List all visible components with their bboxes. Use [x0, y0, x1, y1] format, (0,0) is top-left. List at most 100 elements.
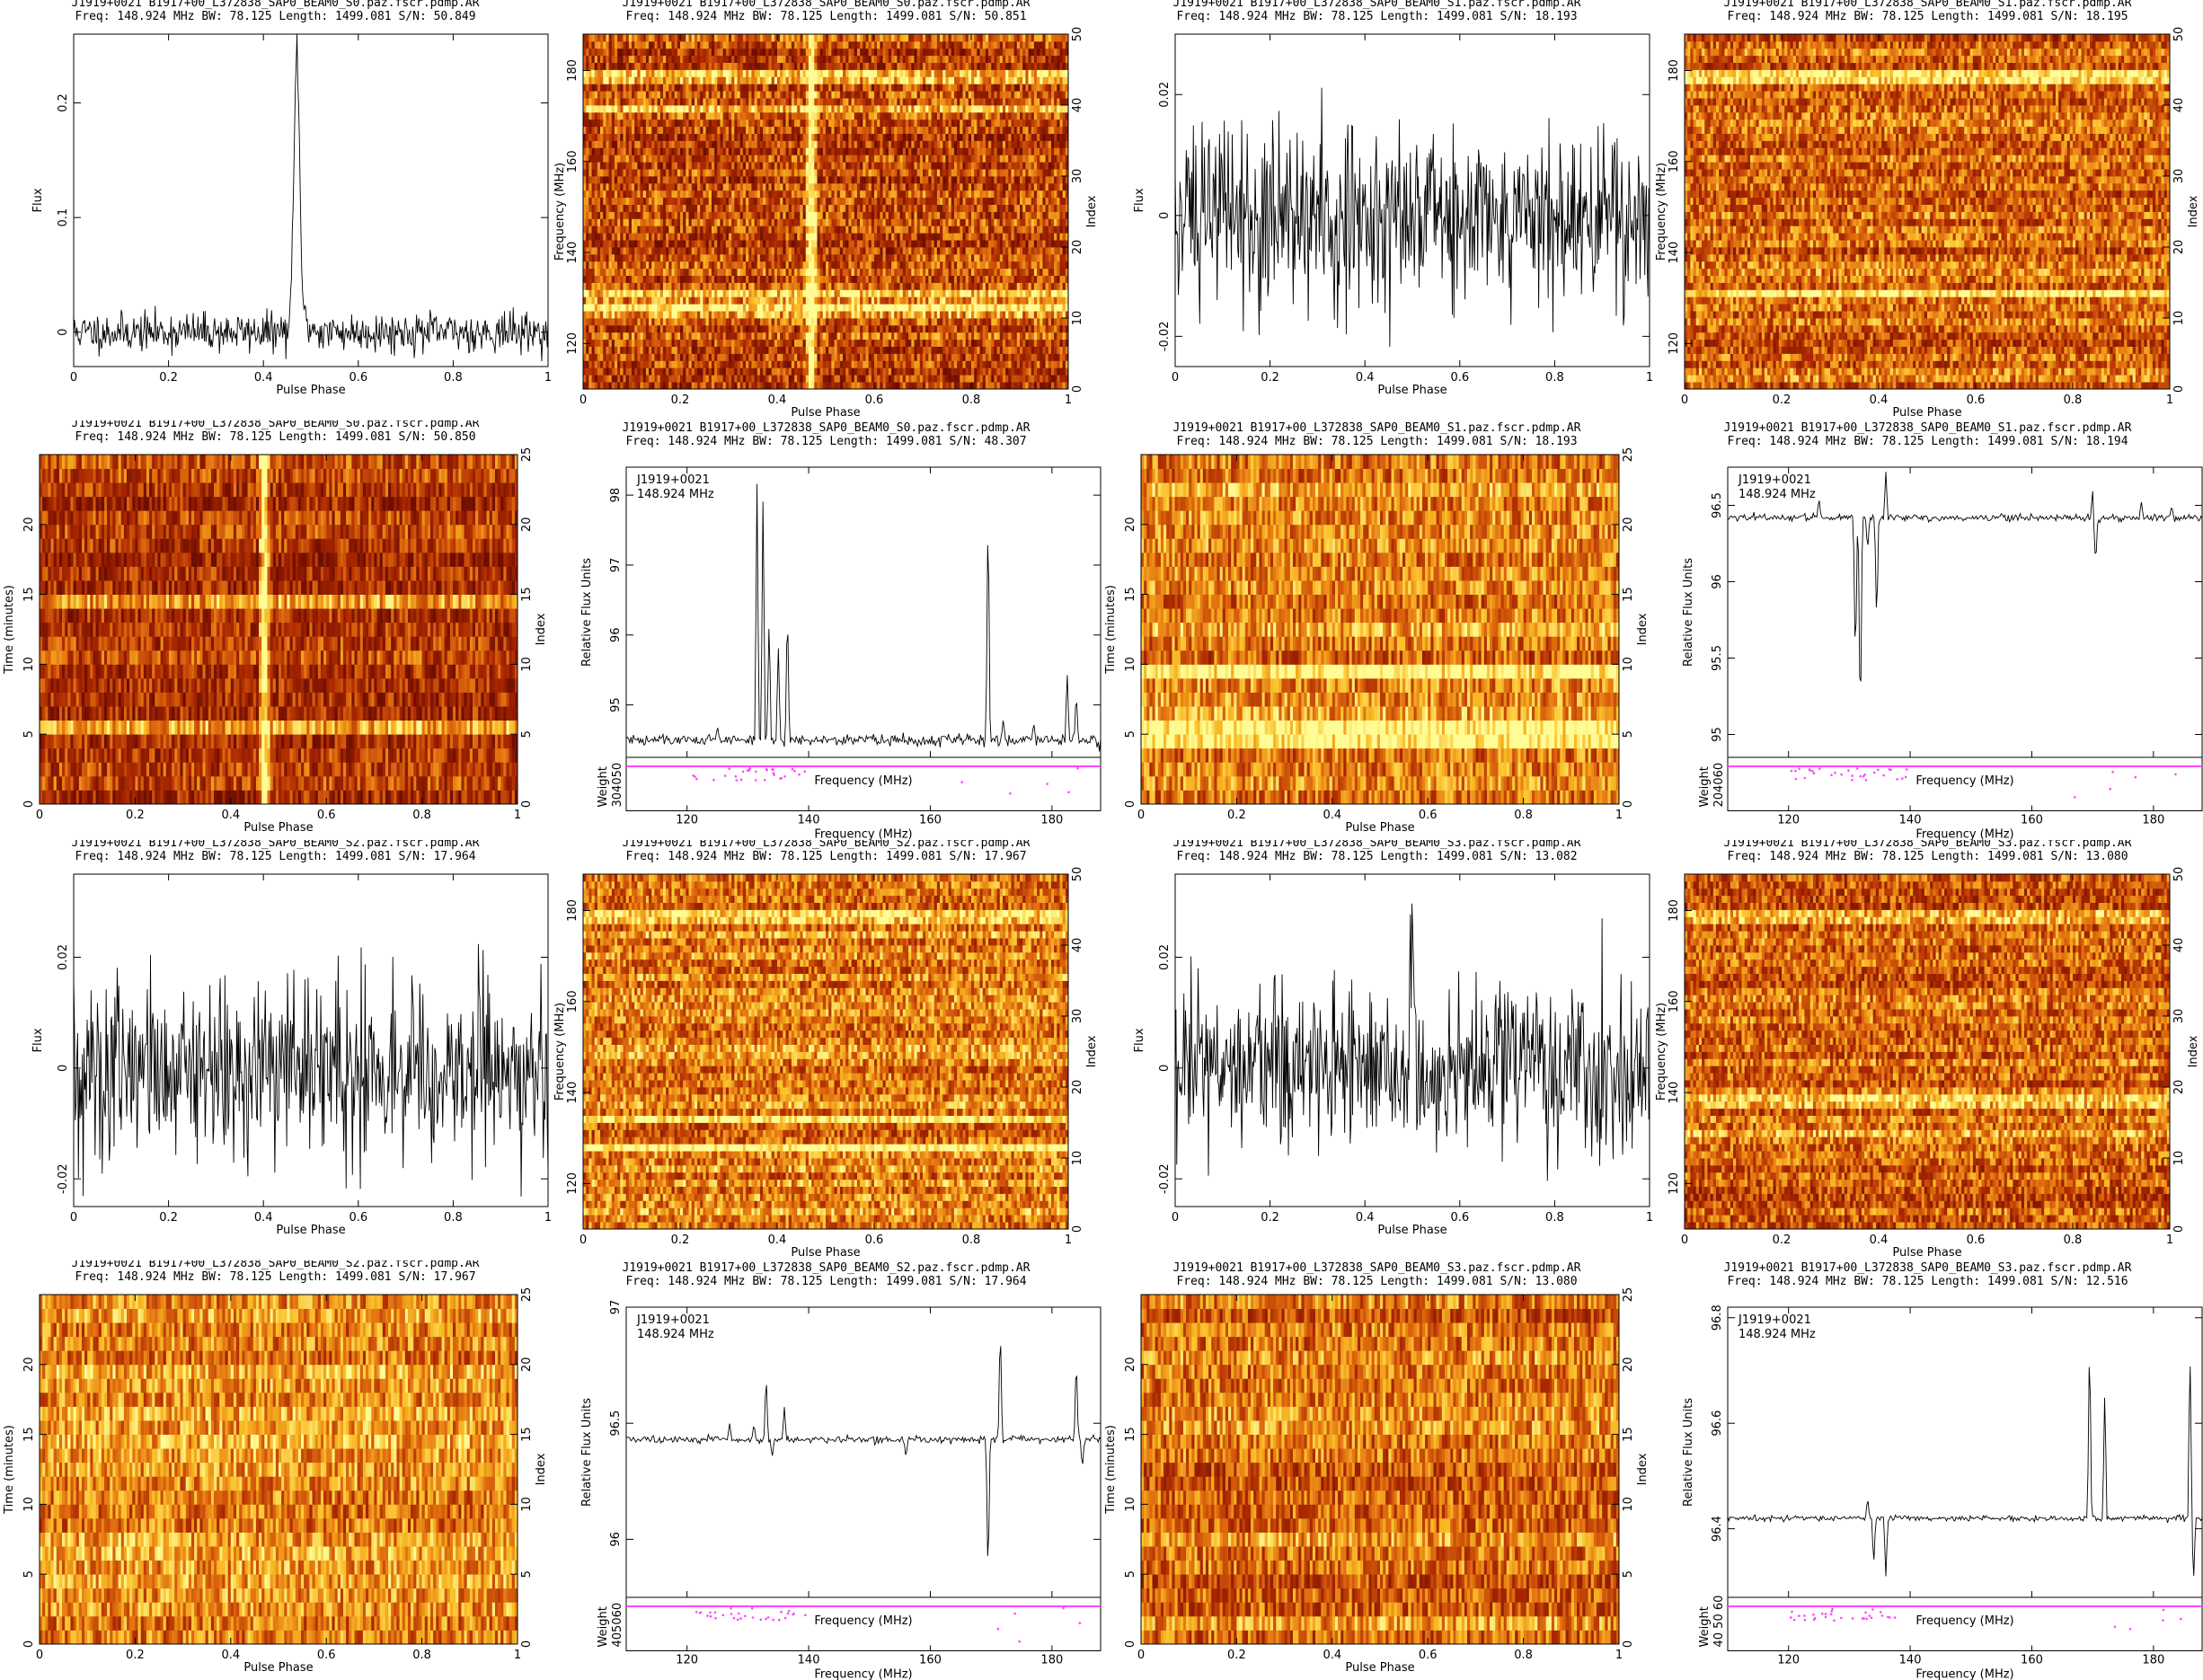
heatmap-cell — [1045, 304, 1049, 312]
heatmap-cell — [800, 225, 803, 234]
heatmap-cell — [988, 304, 992, 312]
heatmap-cell — [940, 240, 943, 248]
heatmap-cell — [868, 324, 872, 333]
heatmap-cell — [925, 282, 929, 290]
heatmap-cell — [617, 324, 621, 333]
heatmap-cell — [754, 190, 758, 199]
heatmap-cell — [697, 282, 701, 290]
heatmap-cell — [940, 261, 943, 270]
heatmap-cell — [1031, 247, 1035, 255]
heatmap-cell — [843, 353, 846, 361]
heatmap-cell — [902, 190, 907, 199]
heatmap-cell — [640, 204, 644, 212]
heatmap-cell — [925, 367, 929, 376]
heatmap-cell — [899, 218, 904, 226]
heatmap-cell — [742, 332, 747, 340]
heatmap-cell — [1050, 339, 1055, 347]
heatmap-cell — [788, 268, 792, 276]
heatmap-cell — [729, 218, 732, 226]
heatmap-cell — [768, 247, 773, 255]
heatmap-cell — [965, 204, 969, 212]
heatmap-cell — [725, 346, 730, 354]
heatmap-cell — [848, 268, 852, 276]
heatmap-cell — [851, 197, 855, 205]
heatmap-cell — [933, 382, 938, 390]
heatmap-cell — [771, 311, 775, 319]
heatmap-cell — [756, 289, 761, 297]
heatmap-cell — [759, 289, 764, 297]
heatmap-cell — [1020, 296, 1023, 305]
heatmap-cell — [591, 204, 596, 212]
heatmap-cell — [1028, 218, 1032, 226]
heatmap-cell — [828, 233, 832, 241]
heatmap-cell — [794, 332, 798, 340]
heatmap-cell — [611, 382, 615, 390]
heatmap-cell — [711, 382, 715, 390]
heatmap-cell — [671, 289, 676, 297]
heatmap-cell — [754, 282, 758, 290]
heatmap-cell — [839, 204, 844, 212]
heatmap-cell — [1050, 218, 1055, 226]
heatmap-cell — [597, 247, 601, 255]
heatmap-cell — [1042, 311, 1046, 319]
heatmap-cell — [657, 190, 661, 199]
heatmap-cell — [868, 382, 872, 390]
heatmap-cell — [996, 332, 1001, 340]
heatmap-cell — [962, 367, 967, 376]
heatmap-cell — [982, 353, 986, 361]
heatmap-cell — [603, 375, 606, 383]
heatmap-cell — [1020, 225, 1023, 234]
heatmap-cell — [891, 360, 895, 368]
heatmap-cell — [811, 233, 815, 241]
heatmap-cell — [834, 318, 838, 326]
heatmap-cell — [683, 197, 686, 205]
heatmap-cell — [1054, 247, 1057, 255]
heatmap-cell — [717, 304, 721, 312]
heatmap-cell — [888, 360, 892, 368]
heatmap-cell — [994, 197, 997, 205]
heatmap-cell — [988, 375, 992, 383]
heatmap-cell — [928, 182, 932, 191]
heatmap-cell — [916, 332, 921, 340]
heatmap-cell — [680, 253, 684, 262]
heatmap-cell — [885, 247, 889, 255]
heatmap-cell — [996, 289, 1001, 297]
heatmap-cell — [948, 382, 952, 390]
heatmap-cell — [642, 296, 647, 305]
heatmap-cell — [651, 261, 655, 270]
heatmap-cell — [586, 197, 589, 205]
heatmap-cell — [962, 382, 967, 390]
heatmap-cell — [940, 360, 943, 368]
heatmap-cell — [933, 304, 938, 312]
heatmap-cell — [748, 204, 752, 212]
heatmap-cell — [597, 324, 601, 333]
heatmap-cell — [962, 204, 967, 212]
heatmap-cell — [662, 360, 667, 368]
heatmap-cell — [985, 211, 989, 219]
heatmap-cell — [828, 367, 832, 376]
heatmap-cell — [923, 311, 926, 319]
heatmap-cell — [836, 211, 841, 219]
heatmap-cell — [1065, 240, 1069, 248]
heatmap-cell — [940, 382, 943, 390]
heatmap-cell — [991, 332, 995, 340]
heatmap-cell — [700, 382, 703, 390]
heatmap-cell — [1025, 296, 1029, 305]
heatmap-cell — [606, 240, 609, 248]
heatmap-cell — [666, 353, 669, 361]
heatmap-cell — [686, 211, 689, 219]
heatmap-cell — [933, 324, 938, 333]
heatmap-cell — [674, 233, 678, 241]
heatmap-cell — [945, 197, 949, 205]
heatmap-cell — [617, 289, 621, 297]
heatmap-cell — [851, 318, 855, 326]
heatmap-cell — [860, 382, 863, 390]
heatmap-cell — [668, 304, 672, 312]
heatmap-cell — [957, 275, 960, 283]
heatmap-cell — [957, 225, 960, 234]
heatmap-cell — [936, 353, 941, 361]
heatmap-cell — [851, 240, 855, 248]
heatmap-cell — [960, 240, 963, 248]
heatmap-cell — [1016, 268, 1021, 276]
heatmap-cell — [734, 360, 738, 368]
